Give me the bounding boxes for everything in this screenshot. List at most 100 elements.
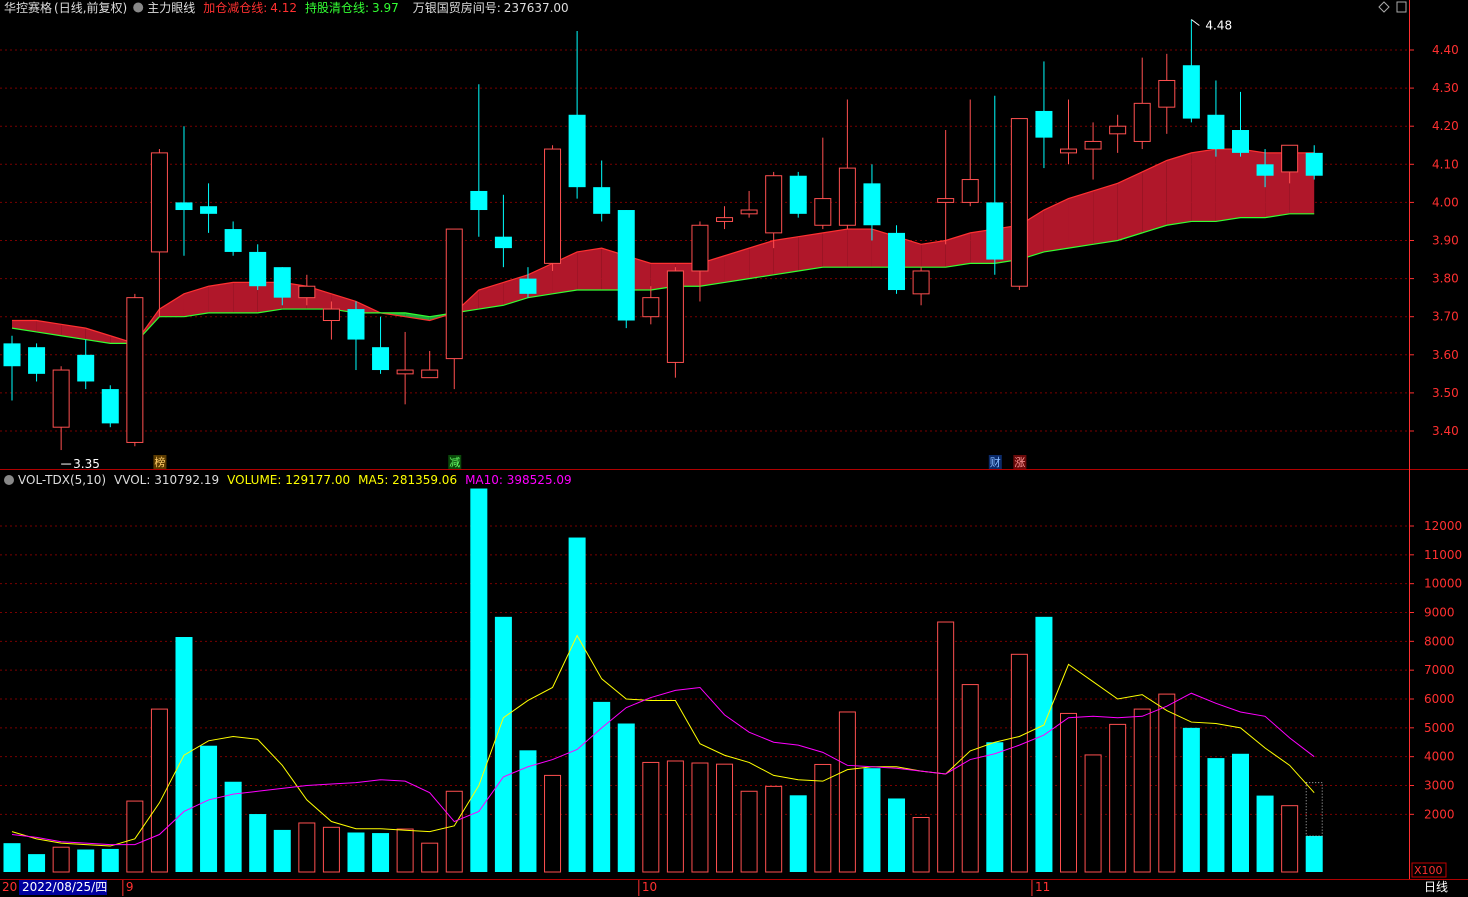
candle[interactable] [150, 149, 168, 317]
volume-bar-up[interactable] [150, 708, 168, 873]
candle[interactable] [52, 366, 70, 451]
candle[interactable] [1182, 19, 1200, 123]
volume-bar-down[interactable] [3, 843, 21, 872]
candle[interactable] [249, 244, 267, 291]
volume-bar-up[interactable] [1109, 723, 1127, 873]
candle[interactable] [1109, 114, 1127, 153]
volume-bar-down[interactable] [494, 616, 512, 872]
volume-bar-up[interactable] [838, 711, 856, 873]
volume-bar-up[interactable] [1133, 708, 1151, 873]
candle[interactable] [396, 331, 414, 405]
volume-bar-up[interactable] [544, 774, 562, 873]
volume-bar-up[interactable] [1060, 712, 1078, 873]
volume-bar-down[interactable] [470, 488, 488, 872]
candle[interactable] [347, 301, 365, 371]
candle[interactable] [494, 194, 512, 268]
candle[interactable] [273, 267, 291, 306]
volume-bar-down[interactable] [593, 701, 611, 872]
event-marker-bg[interactable] [1013, 455, 1027, 469]
candle[interactable] [77, 339, 95, 390]
volume-bar-down[interactable] [1207, 758, 1225, 872]
volume-bar-up[interactable] [765, 785, 783, 873]
window-icon[interactable] [1396, 1, 1407, 13]
candle[interactable] [593, 160, 611, 222]
volume-bar-down[interactable] [101, 848, 119, 872]
volume-bar-up[interactable] [961, 684, 979, 873]
candle[interactable] [814, 137, 832, 230]
volume-bar-down[interactable] [888, 798, 906, 872]
candle[interactable] [322, 301, 340, 340]
candle[interactable] [1035, 61, 1053, 169]
candle[interactable] [101, 385, 119, 428]
volume-bar-down[interactable] [77, 849, 95, 872]
volume-bar-up[interactable] [1158, 693, 1176, 873]
candle[interactable] [175, 126, 193, 256]
candle[interactable] [937, 130, 955, 245]
volume-bar-down[interactable] [372, 833, 390, 872]
candle[interactable] [298, 274, 316, 306]
candle[interactable] [1010, 118, 1028, 291]
candle[interactable] [617, 210, 635, 329]
event-marker-bg[interactable] [153, 455, 167, 469]
candle[interactable] [1084, 122, 1102, 180]
volume-bar-up[interactable] [642, 761, 660, 873]
candle[interactable] [3, 335, 21, 401]
candle[interactable] [863, 164, 881, 241]
volume-bar-up[interactable] [445, 790, 463, 873]
diamond-icon[interactable] [1378, 1, 1390, 13]
candle[interactable] [789, 171, 807, 218]
indicator-menu-icon[interactable] [133, 2, 144, 13]
volume-bar-up[interactable] [322, 826, 340, 873]
candle[interactable] [544, 145, 562, 271]
candle[interactable] [888, 225, 906, 294]
volume-bar-down[interactable] [273, 829, 291, 872]
candle[interactable] [421, 350, 439, 379]
volume-bar-up[interactable] [912, 817, 930, 873]
candle[interactable] [470, 84, 488, 237]
volume-bar-down[interactable] [1232, 753, 1249, 872]
candle[interactable] [961, 99, 979, 207]
volume-bar-down[interactable] [986, 742, 1004, 872]
volume-bar-up[interactable] [691, 762, 709, 873]
volume-bar-down[interactable] [1305, 835, 1323, 872]
volume-bar-down[interactable] [175, 637, 193, 872]
volume-bar-up[interactable] [396, 828, 414, 873]
volume-bar-up[interactable] [937, 621, 955, 873]
candle[interactable] [519, 267, 537, 298]
volume-bar-down[interactable] [249, 814, 267, 872]
volume-bar-down[interactable] [1035, 616, 1053, 872]
volume-bar-down[interactable] [617, 723, 635, 872]
volume-bar-up[interactable] [1010, 653, 1028, 873]
volume-bar-up[interactable] [1084, 754, 1102, 873]
candle[interactable] [568, 30, 586, 199]
volume-bar-up[interactable] [298, 822, 316, 873]
event-marker-bg[interactable] [448, 455, 462, 469]
volume-bar-up[interactable] [1281, 805, 1299, 873]
candle[interactable] [666, 267, 684, 378]
volume-bar-up[interactable] [740, 790, 758, 873]
candle[interactable] [1060, 99, 1078, 165]
candle[interactable] [642, 286, 660, 325]
candle[interactable] [224, 221, 242, 256]
candle[interactable] [28, 343, 46, 382]
volume-bar-up[interactable] [716, 763, 734, 873]
candle[interactable] [912, 267, 930, 306]
volume-bar-up[interactable] [126, 800, 144, 873]
candle[interactable] [1232, 91, 1249, 157]
candle[interactable] [838, 99, 856, 230]
candle[interactable] [445, 228, 463, 390]
candle[interactable] [716, 206, 734, 230]
volume-bar-down[interactable] [200, 745, 218, 872]
candle[interactable] [372, 316, 390, 374]
candle[interactable] [1207, 80, 1225, 157]
candle[interactable] [1281, 144, 1299, 184]
candle[interactable] [1158, 53, 1176, 134]
candle[interactable] [1133, 57, 1151, 150]
volume-bar-down[interactable] [347, 832, 365, 872]
candle[interactable] [765, 171, 783, 249]
candle[interactable] [1305, 145, 1323, 180]
candle[interactable] [126, 293, 144, 447]
current-date-box[interactable] [19, 880, 107, 895]
volume-bar-down[interactable] [1182, 727, 1200, 872]
